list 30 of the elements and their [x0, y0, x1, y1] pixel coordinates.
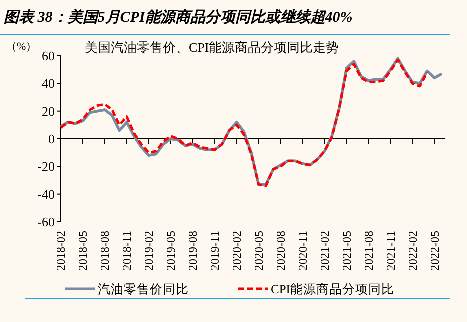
x-tick-label: 2022-02	[406, 231, 420, 271]
y-tick-label: 60	[42, 48, 55, 64]
x-tick-label: 2020-11	[296, 231, 310, 271]
chart-subtitle: 美国汽油零售价、CPI能源商品分项同比走势	[85, 40, 340, 55]
legend-label: CPI能源商品分项同比	[271, 282, 394, 296]
y-tick-label: -20	[38, 159, 55, 174]
x-tick-label: 2019-05	[164, 231, 178, 271]
x-tick-label: 2022-05	[428, 231, 442, 271]
x-tick-label: 2021-02	[318, 231, 332, 271]
x-tick-label: 2020-08	[274, 231, 288, 271]
x-tick-label: 2019-08	[186, 231, 200, 271]
x-tick-label: 2018-02	[54, 231, 68, 271]
y-tick-label: 0	[48, 132, 55, 147]
x-tick-label: 2021-05	[340, 231, 354, 271]
x-tick-label: 2021-11	[384, 231, 398, 271]
x-tick-label: 2018-08	[98, 231, 112, 271]
x-tick-label: 2018-11	[120, 231, 134, 271]
x-tick-label: 2021-08	[362, 231, 376, 271]
x-tick-label: 2020-05	[252, 231, 266, 271]
chart-title: 图表 38：美国5月CPI能源商品分项同比或继续超40%	[4, 8, 353, 26]
y-axis-title: （%）	[6, 41, 38, 53]
y-tick-label: 20	[42, 104, 55, 119]
y-tick-label: -40	[38, 186, 55, 202]
x-tick-label: 2019-02	[142, 231, 156, 271]
x-tick-label: 2019-11	[208, 231, 222, 271]
y-tick-label: 40	[42, 76, 55, 92]
legend-label: 汽油零售价同比	[98, 282, 189, 296]
y-tick-label: -60	[38, 214, 55, 230]
x-tick-label: 2018-05	[76, 231, 90, 271]
x-tick-label: 2020-02	[230, 231, 244, 271]
